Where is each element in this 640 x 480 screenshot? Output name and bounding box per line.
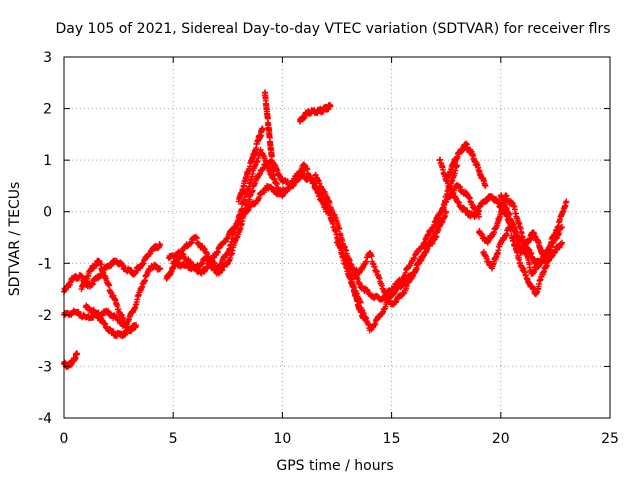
series-s4 <box>78 257 164 329</box>
data-point-interp <box>368 253 375 260</box>
chart-title: Day 105 of 2021, Sidereal Day-to-day VTE… <box>55 21 610 37</box>
series-s5 <box>82 302 133 340</box>
data-point <box>270 172 277 179</box>
x-tick-label: 25 <box>601 431 619 447</box>
series-s20 <box>497 192 550 267</box>
y-tick-label: 0 <box>43 205 52 221</box>
data-point <box>362 317 369 324</box>
series-s19 <box>480 224 565 298</box>
y-axis-label: SDTVAR / TECUs <box>7 182 23 297</box>
data-point <box>157 265 164 272</box>
series-s2 <box>61 241 164 295</box>
data-points <box>61 89 570 371</box>
data-point <box>563 198 570 205</box>
y-tick-label: -2 <box>38 308 52 324</box>
data-point <box>126 327 133 334</box>
data-point <box>327 102 334 109</box>
data-point <box>443 208 450 215</box>
x-tick-label: 20 <box>492 431 510 447</box>
axis-ticks: 0 5 10 15 20 25 -4 -3 -2 -1 0 1 2 3 <box>38 50 619 447</box>
data-point <box>558 239 565 246</box>
series-s9 <box>235 125 266 205</box>
series-s11 <box>296 101 334 125</box>
data-point <box>301 167 308 174</box>
data-point <box>259 126 266 133</box>
grid <box>64 57 610 418</box>
data-point <box>133 322 140 329</box>
data-point <box>482 182 489 189</box>
x-tick-label: 15 <box>383 431 401 447</box>
x-tick-label: 10 <box>273 431 291 447</box>
y-tick-label: 3 <box>43 50 52 66</box>
plot-frame <box>63 56 611 419</box>
y-tick-label: 1 <box>43 153 52 169</box>
series-s10 <box>261 89 277 179</box>
y-tick-label: 2 <box>43 102 52 118</box>
x-tick-label: 0 <box>60 431 69 447</box>
y-tick-label: -4 <box>38 411 52 427</box>
data-point <box>157 242 164 249</box>
data-point <box>543 260 550 267</box>
x-tick-label: 5 <box>169 431 178 447</box>
series-s15 <box>344 259 369 324</box>
x-axis-label: GPS time / hours <box>276 458 393 474</box>
data-point <box>74 350 81 357</box>
y-tick-label: -1 <box>38 256 52 272</box>
y-tick-label: -3 <box>38 359 52 375</box>
